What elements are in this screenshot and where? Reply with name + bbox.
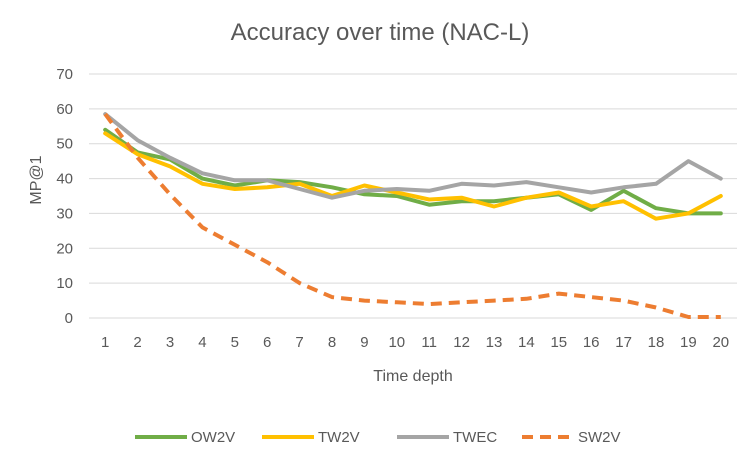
x-tick-label: 8 xyxy=(328,334,336,351)
x-tick-label: 17 xyxy=(615,334,632,351)
x-tick-label: 19 xyxy=(680,334,697,351)
x-tick-label: 14 xyxy=(518,334,535,351)
y-tick-label: 50 xyxy=(56,136,73,153)
x-tick-label: 7 xyxy=(295,334,303,351)
x-tick-label: 3 xyxy=(166,334,174,351)
series-lines xyxy=(103,112,723,319)
x-tick-label: 1 xyxy=(101,334,109,351)
legend-label-tw2v: TW2V xyxy=(318,429,360,446)
y-tick-label: 0 xyxy=(65,310,73,327)
x-axis-title: Time depth xyxy=(373,368,452,385)
legend-label-ow2v: OW2V xyxy=(191,429,235,446)
y-axis-title: MP@1 xyxy=(28,155,45,204)
series-line-twec xyxy=(103,112,723,200)
legend: OW2V TW2V TWEC SW2V xyxy=(135,429,621,446)
chart-title: Accuracy over time (NAC-L) xyxy=(231,19,530,46)
gridlines xyxy=(89,73,737,319)
x-tick-label: 20 xyxy=(712,334,729,351)
x-tick-label: 9 xyxy=(360,334,368,351)
x-tick-label: 15 xyxy=(550,334,567,351)
y-axis-ticks: 0 10 20 30 40 50 60 70 xyxy=(56,66,73,327)
x-tick-label: 2 xyxy=(133,334,141,351)
x-tick-label: 16 xyxy=(583,334,600,351)
y-tick-label: 60 xyxy=(56,101,73,118)
legend-label-sw2v: SW2V xyxy=(578,429,621,446)
x-tick-label: 13 xyxy=(486,334,503,351)
x-tick-label: 4 xyxy=(198,334,206,351)
series-line-sw2v xyxy=(103,112,721,319)
y-tick-label: 10 xyxy=(56,275,73,292)
y-tick-label: 20 xyxy=(56,240,73,257)
series-line-tw2v xyxy=(103,131,723,221)
x-tick-label: 5 xyxy=(231,334,239,351)
x-tick-label: 11 xyxy=(421,334,437,351)
x-tick-label: 18 xyxy=(648,334,665,351)
x-tick-label: 10 xyxy=(388,334,405,351)
x-tick-label: 6 xyxy=(263,334,271,351)
y-tick-label: 40 xyxy=(56,171,73,188)
legend-label-twec: TWEC xyxy=(453,429,497,446)
y-tick-label: 30 xyxy=(56,205,73,222)
y-tick-label: 70 xyxy=(56,66,73,83)
x-tick-label: 12 xyxy=(453,334,470,351)
series-line-ow2v xyxy=(103,127,723,216)
x-axis-ticks: 1 2 3 4 5 6 7 8 9 10 11 12 13 14 15 16 17 18 19 20 xyxy=(101,334,729,351)
